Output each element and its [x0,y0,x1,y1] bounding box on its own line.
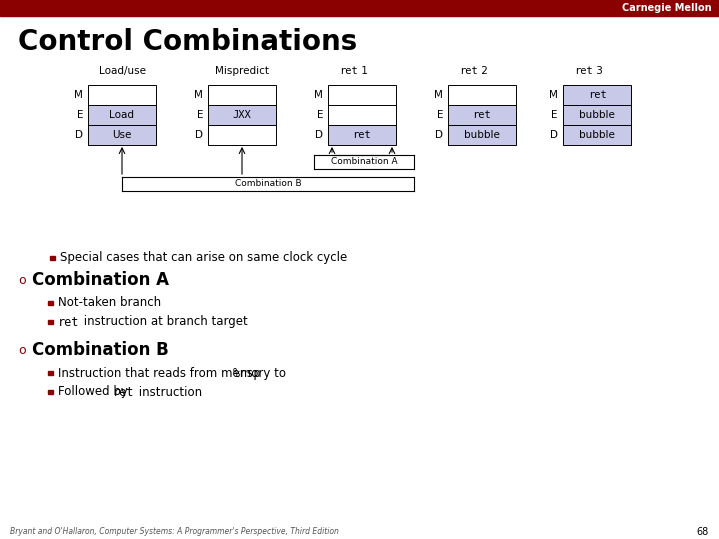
Bar [88,105,156,125]
Text: %rsp: %rsp [233,367,262,379]
Text: E: E [316,110,323,120]
Bar [328,105,396,125]
Text: Mispredict: Mispredict [215,66,269,76]
Text: bubble: bubble [579,130,615,140]
Text: D: D [315,130,323,140]
Text: ret: ret [58,315,79,328]
Bar [88,85,156,105]
Text: bubble: bubble [579,110,615,120]
Bar [88,125,156,145]
Bar [208,125,276,145]
Bar [0,0,719,16]
Text: M: M [434,90,443,100]
Bar [563,105,631,125]
Text: Load/use: Load/use [99,66,145,76]
Bar [48,390,52,394]
Text: ret: ret [352,130,372,140]
Bar [48,301,52,305]
Bar [48,320,52,324]
Text: D: D [195,130,203,140]
Text: Combination A: Combination A [32,271,169,289]
Text: instruction at branch target: instruction at branch target [80,315,247,328]
Text: o: o [18,343,26,356]
Text: Bryant and O'Hallaron, Computer Systems: A Programmer's Perspective, Third Editi: Bryant and O'Hallaron, Computer Systems:… [10,528,339,536]
Text: E: E [436,110,443,120]
Bar [50,255,55,260]
Text: M: M [549,90,558,100]
Text: Not-taken branch: Not-taken branch [58,296,160,309]
Text: Followed by: Followed by [58,385,131,398]
Bar [448,125,516,145]
Bar [448,85,516,105]
Text: ret: ret [459,66,478,76]
Text: Load: Load [109,110,134,120]
Text: E: E [551,110,558,120]
Text: E: E [196,110,203,120]
Text: D: D [435,130,443,140]
Text: E: E [76,110,83,120]
Text: Use: Use [112,130,132,140]
Text: 2: 2 [478,66,488,76]
Text: ret: ret [574,66,593,76]
Text: Carnegie Mellon: Carnegie Mellon [623,3,712,13]
Text: 3: 3 [593,66,603,76]
Bar [48,371,52,375]
Text: o: o [18,273,26,287]
Text: 1: 1 [358,66,368,76]
Text: ret: ret [472,110,491,120]
Bar [208,105,276,125]
Text: bubble: bubble [464,130,500,140]
Text: instruction: instruction [135,385,202,398]
Text: Combination B: Combination B [234,179,301,189]
Bar [328,85,396,105]
Text: M: M [314,90,323,100]
Text: Instruction that reads from memory to: Instruction that reads from memory to [58,367,289,379]
Text: D: D [75,130,83,140]
Text: ret: ret [587,90,606,100]
Text: JXX: JXX [233,110,252,120]
Text: Control Combinations: Control Combinations [18,28,357,56]
Text: ret: ret [339,66,358,76]
Text: ret: ret [113,385,134,398]
Text: M: M [74,90,83,100]
Bar [563,85,631,105]
Text: Combination B: Combination B [32,341,169,359]
Bar [328,125,396,145]
Text: Special cases that can arise on same clock cycle: Special cases that can arise on same clo… [60,252,347,265]
Text: 68: 68 [697,527,709,537]
Text: M: M [194,90,203,100]
Text: D: D [550,130,558,140]
Bar [448,105,516,125]
Bar [563,125,631,145]
Text: Combination A: Combination A [331,157,398,167]
Bar [208,85,276,105]
